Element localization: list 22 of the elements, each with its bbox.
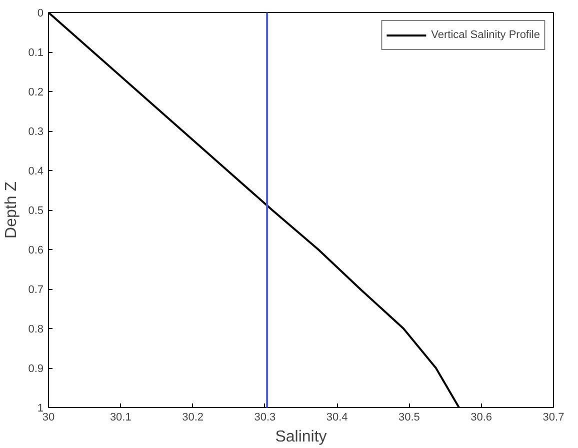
y-axis-title: Depth Z <box>3 181 20 238</box>
x-axis-title: Salinity <box>275 428 327 446</box>
y-tick-label: 0.3 <box>28 126 44 138</box>
x-tick-label: 30 <box>42 412 55 424</box>
x-tick-label: 30.2 <box>182 412 204 424</box>
x-tick-label: 30.6 <box>470 412 492 424</box>
y-tick-label: 1 <box>37 402 44 414</box>
y-tick-label: 0.5 <box>28 205 44 217</box>
y-tick-label: 0.9 <box>28 363 44 375</box>
y-tick-label: 0 <box>37 8 44 20</box>
y-tick-label: 0.6 <box>28 244 44 256</box>
legend-label: Vertical Salinity Profile <box>431 29 540 41</box>
x-tick-label: 30.7 <box>542 412 564 424</box>
y-tick-label: 0.7 <box>28 284 44 296</box>
y-tick-label: 0.2 <box>28 86 44 98</box>
y-tick-label: 0.8 <box>28 324 44 336</box>
x-tick-label: 30.4 <box>326 412 348 424</box>
y-tick-label: 0.4 <box>28 166 44 178</box>
x-tick-label: 30.5 <box>398 412 420 424</box>
x-tick-label: 30.1 <box>110 412 132 424</box>
y-tick-label: 0.1 <box>28 47 44 59</box>
x-tick-label: 30.3 <box>254 412 276 424</box>
